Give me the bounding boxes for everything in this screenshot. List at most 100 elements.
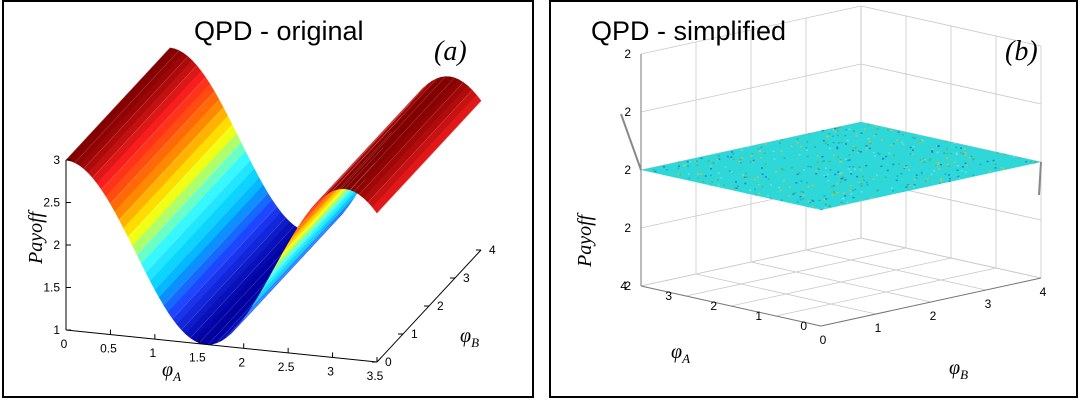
plane-texture-dot (738, 126, 741, 128)
plane-texture-dot (985, 129, 988, 132)
plane-texture-dot (659, 132, 662, 135)
plane-texture-dot (964, 152, 967, 154)
plane-texture-dot (924, 189, 927, 192)
plane-texture-dot (673, 123, 676, 126)
plane-texture-dot (671, 152, 673, 154)
plane-texture-dot (732, 123, 735, 126)
plane-texture-dot (697, 155, 700, 157)
plane-texture-dot (955, 202, 958, 204)
plane-texture-dot (659, 180, 662, 183)
plane-texture-dot (848, 128, 851, 131)
plane-texture-dot (738, 136, 740, 139)
mesh-line (252, 193, 357, 307)
plane-texture-dot (644, 158, 647, 161)
plane-texture-dot (952, 125, 955, 128)
plane-texture-dot (1028, 135, 1031, 138)
plane-texture-dot (1029, 187, 1032, 189)
plane-texture-dot (748, 122, 751, 124)
plane-texture-dot (890, 195, 893, 198)
plane-texture-dot (937, 145, 939, 147)
mesh-line (314, 92, 419, 205)
plane-texture-dot (911, 153, 914, 156)
plane-texture-dot (715, 147, 718, 149)
plane-texture-dot (1036, 187, 1038, 190)
plane-texture-dot (842, 197, 845, 200)
plane-texture-dot (1018, 156, 1021, 159)
plane-texture-dot (766, 135, 769, 138)
plane-texture-dot (1008, 130, 1011, 132)
plane-texture-dot (696, 136, 699, 138)
plane-texture-dot (1024, 180, 1027, 182)
b-tick-label: 0 (820, 333, 827, 347)
plane-texture-dot (805, 147, 808, 149)
plane-texture-dot (963, 133, 966, 136)
plane-texture-dot (666, 124, 669, 127)
plane-texture-dot (709, 200, 712, 202)
plane-texture-dot (942, 203, 945, 205)
mesh-line (367, 90, 473, 203)
plane-texture-dot (964, 154, 967, 156)
plane-texture-dot (796, 122, 799, 125)
plane-texture-dot (1014, 186, 1017, 189)
plane-texture-dot (766, 194, 769, 197)
plane-texture-dot (1030, 160, 1032, 163)
plane-texture-dot (934, 186, 937, 188)
plane-texture-dot (908, 169, 910, 171)
plane-texture-dot (851, 208, 854, 210)
mesh-line (234, 217, 340, 330)
plane-texture-dot (684, 183, 687, 185)
a-axis-line (640, 285, 822, 327)
plane-texture-dot (1004, 139, 1007, 141)
plane-texture-dot (960, 147, 962, 149)
plane-texture-dot (677, 167, 680, 170)
y-tick-label: 0 (385, 355, 392, 369)
plane-texture-dot (692, 141, 695, 144)
plane-texture-dot (902, 143, 905, 146)
mesh-line (172, 206, 277, 319)
plane-texture-dot (935, 145, 938, 147)
plane-texture-dot (892, 142, 895, 145)
plane-texture-dot (963, 148, 966, 150)
plane-texture-dot (1035, 179, 1038, 181)
plane-texture-dot (948, 174, 950, 176)
z-tick-label: 2 (53, 238, 60, 252)
plane-texture-dot (698, 189, 701, 192)
plane-texture-dot (1006, 203, 1009, 205)
plane-texture-dot (1001, 170, 1004, 173)
plane-texture-dot (755, 205, 758, 207)
plane-texture-dot (702, 139, 705, 141)
plane-texture-dot (855, 133, 858, 135)
plane-texture-dot (936, 163, 939, 165)
plane-texture-dot (828, 160, 831, 163)
plane-texture-dot (842, 206, 845, 208)
plane-texture-dot (828, 133, 831, 135)
plane-texture-dot (984, 182, 987, 185)
plane-texture-dot (676, 148, 679, 151)
plane-texture-dot (836, 146, 839, 149)
plane-texture-dot (806, 149, 808, 151)
plane-texture-dot (735, 187, 738, 189)
plane-texture-dot (650, 135, 653, 137)
plane-texture-dot (642, 208, 645, 210)
plane-texture-dot (742, 130, 745, 133)
plane-texture-dot (739, 158, 742, 161)
plane-texture-dot (948, 180, 951, 182)
plane-texture-dot (875, 174, 878, 176)
plane-texture-dot (917, 196, 920, 198)
plane-texture-dot (687, 193, 689, 196)
plane-texture-dot (802, 191, 805, 193)
plane-texture-dot (1024, 167, 1027, 169)
plane-texture-dot (696, 164, 699, 167)
plane-texture-dot (839, 158, 842, 161)
plane-texture-dot (746, 125, 749, 127)
plane-texture-dot (1011, 179, 1014, 181)
plane-texture-dot (756, 197, 759, 199)
plane-texture-dot (651, 140, 654, 143)
plane-texture-dot (836, 147, 839, 150)
a-tick-label: 2 (710, 299, 717, 313)
plane-texture-dot (865, 181, 868, 184)
plane-texture-dot (809, 201, 812, 204)
plane-texture-dot (646, 199, 649, 202)
plane-texture-dot (816, 155, 819, 157)
plane-texture-dot (686, 150, 689, 153)
